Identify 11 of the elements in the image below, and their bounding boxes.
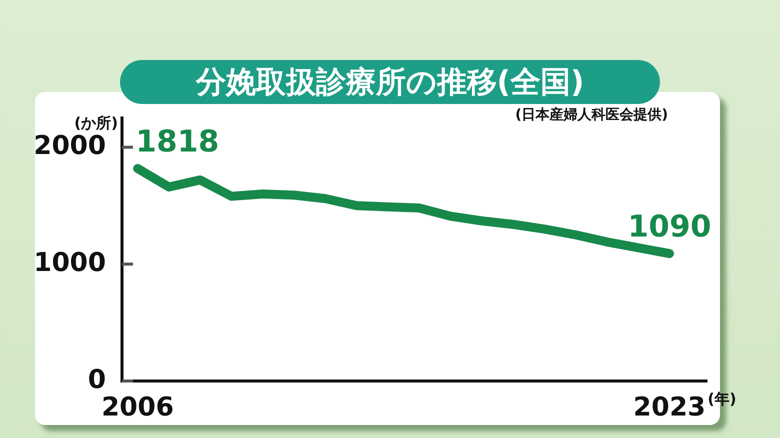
data-label: 1818	[136, 124, 220, 160]
x-tick-label: 2023	[633, 392, 706, 422]
x-tick-label: 2006	[101, 392, 174, 422]
annotation: (日本産婦人科医会提供)	[515, 106, 668, 124]
y-tick-label: 0	[88, 364, 106, 395]
y-tick-label: 2000	[34, 130, 106, 161]
y-axis-title: (か所)	[74, 114, 118, 132]
x-axis-title: (年)	[708, 390, 736, 408]
chart-title: 分娩取扱診療所の推移(全国)	[196, 64, 584, 102]
y-tick-label: 1000	[34, 248, 106, 278]
data-label: 1090	[628, 209, 712, 244]
